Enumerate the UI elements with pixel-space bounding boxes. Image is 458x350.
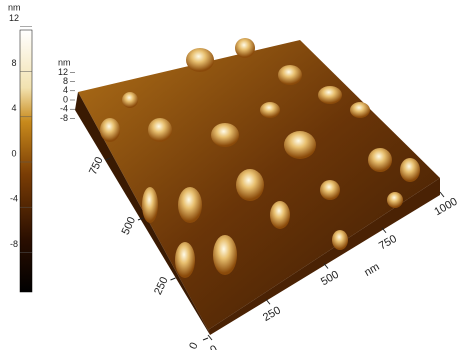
y-tick <box>171 278 176 280</box>
peak <box>284 131 316 159</box>
y-tick <box>203 338 208 340</box>
colorbar-tick-label: 4 <box>11 103 16 113</box>
peak <box>368 148 392 172</box>
y-tick-label: 500 <box>120 215 139 237</box>
peak <box>318 86 342 104</box>
x-tick-label: 750 <box>377 233 399 253</box>
y-tick-label: 750 <box>87 155 106 177</box>
peak <box>178 187 202 223</box>
surface <box>75 38 440 335</box>
peak <box>400 158 420 182</box>
z-tick-label: -8 <box>60 113 68 123</box>
peak <box>332 230 348 250</box>
colorbar-tick-label: 12 <box>9 13 19 23</box>
colorbar-unit: nm <box>8 2 21 12</box>
colorbar-tick-label: 8 <box>11 58 16 68</box>
peak <box>186 48 214 72</box>
peak <box>148 118 172 142</box>
peak <box>100 118 120 142</box>
colorbar-tick-label: -4 <box>10 194 18 204</box>
peak <box>278 65 302 85</box>
y-tick-label: 250 <box>152 275 171 297</box>
x-tick <box>440 192 444 197</box>
colorbar-tick-label: 0 <box>11 148 16 158</box>
x-axis-unit: nm <box>362 261 381 279</box>
peak <box>387 192 403 208</box>
x-tick-label: 0 <box>208 343 219 350</box>
colorbar-tick-label: -8 <box>10 239 18 249</box>
peak <box>260 102 280 118</box>
afm-image: nm12840-4-8nm12840-4-802505007501000nm02… <box>0 0 458 350</box>
peak <box>270 201 290 229</box>
peak <box>213 235 237 275</box>
x-tick <box>208 335 212 340</box>
x-tick-label: 250 <box>261 304 283 324</box>
x-tick-label: 1000 <box>432 196 458 219</box>
peak <box>320 180 340 200</box>
colorbar <box>20 30 32 292</box>
peak <box>142 187 158 223</box>
peak <box>350 102 370 118</box>
y-tick-label: 0 <box>187 341 200 350</box>
peak <box>122 92 138 108</box>
peak <box>236 169 264 201</box>
peak <box>211 123 239 147</box>
x-tick-label: 500 <box>319 269 341 289</box>
peak <box>175 242 195 278</box>
peak <box>235 38 255 58</box>
x-tick <box>266 299 270 304</box>
